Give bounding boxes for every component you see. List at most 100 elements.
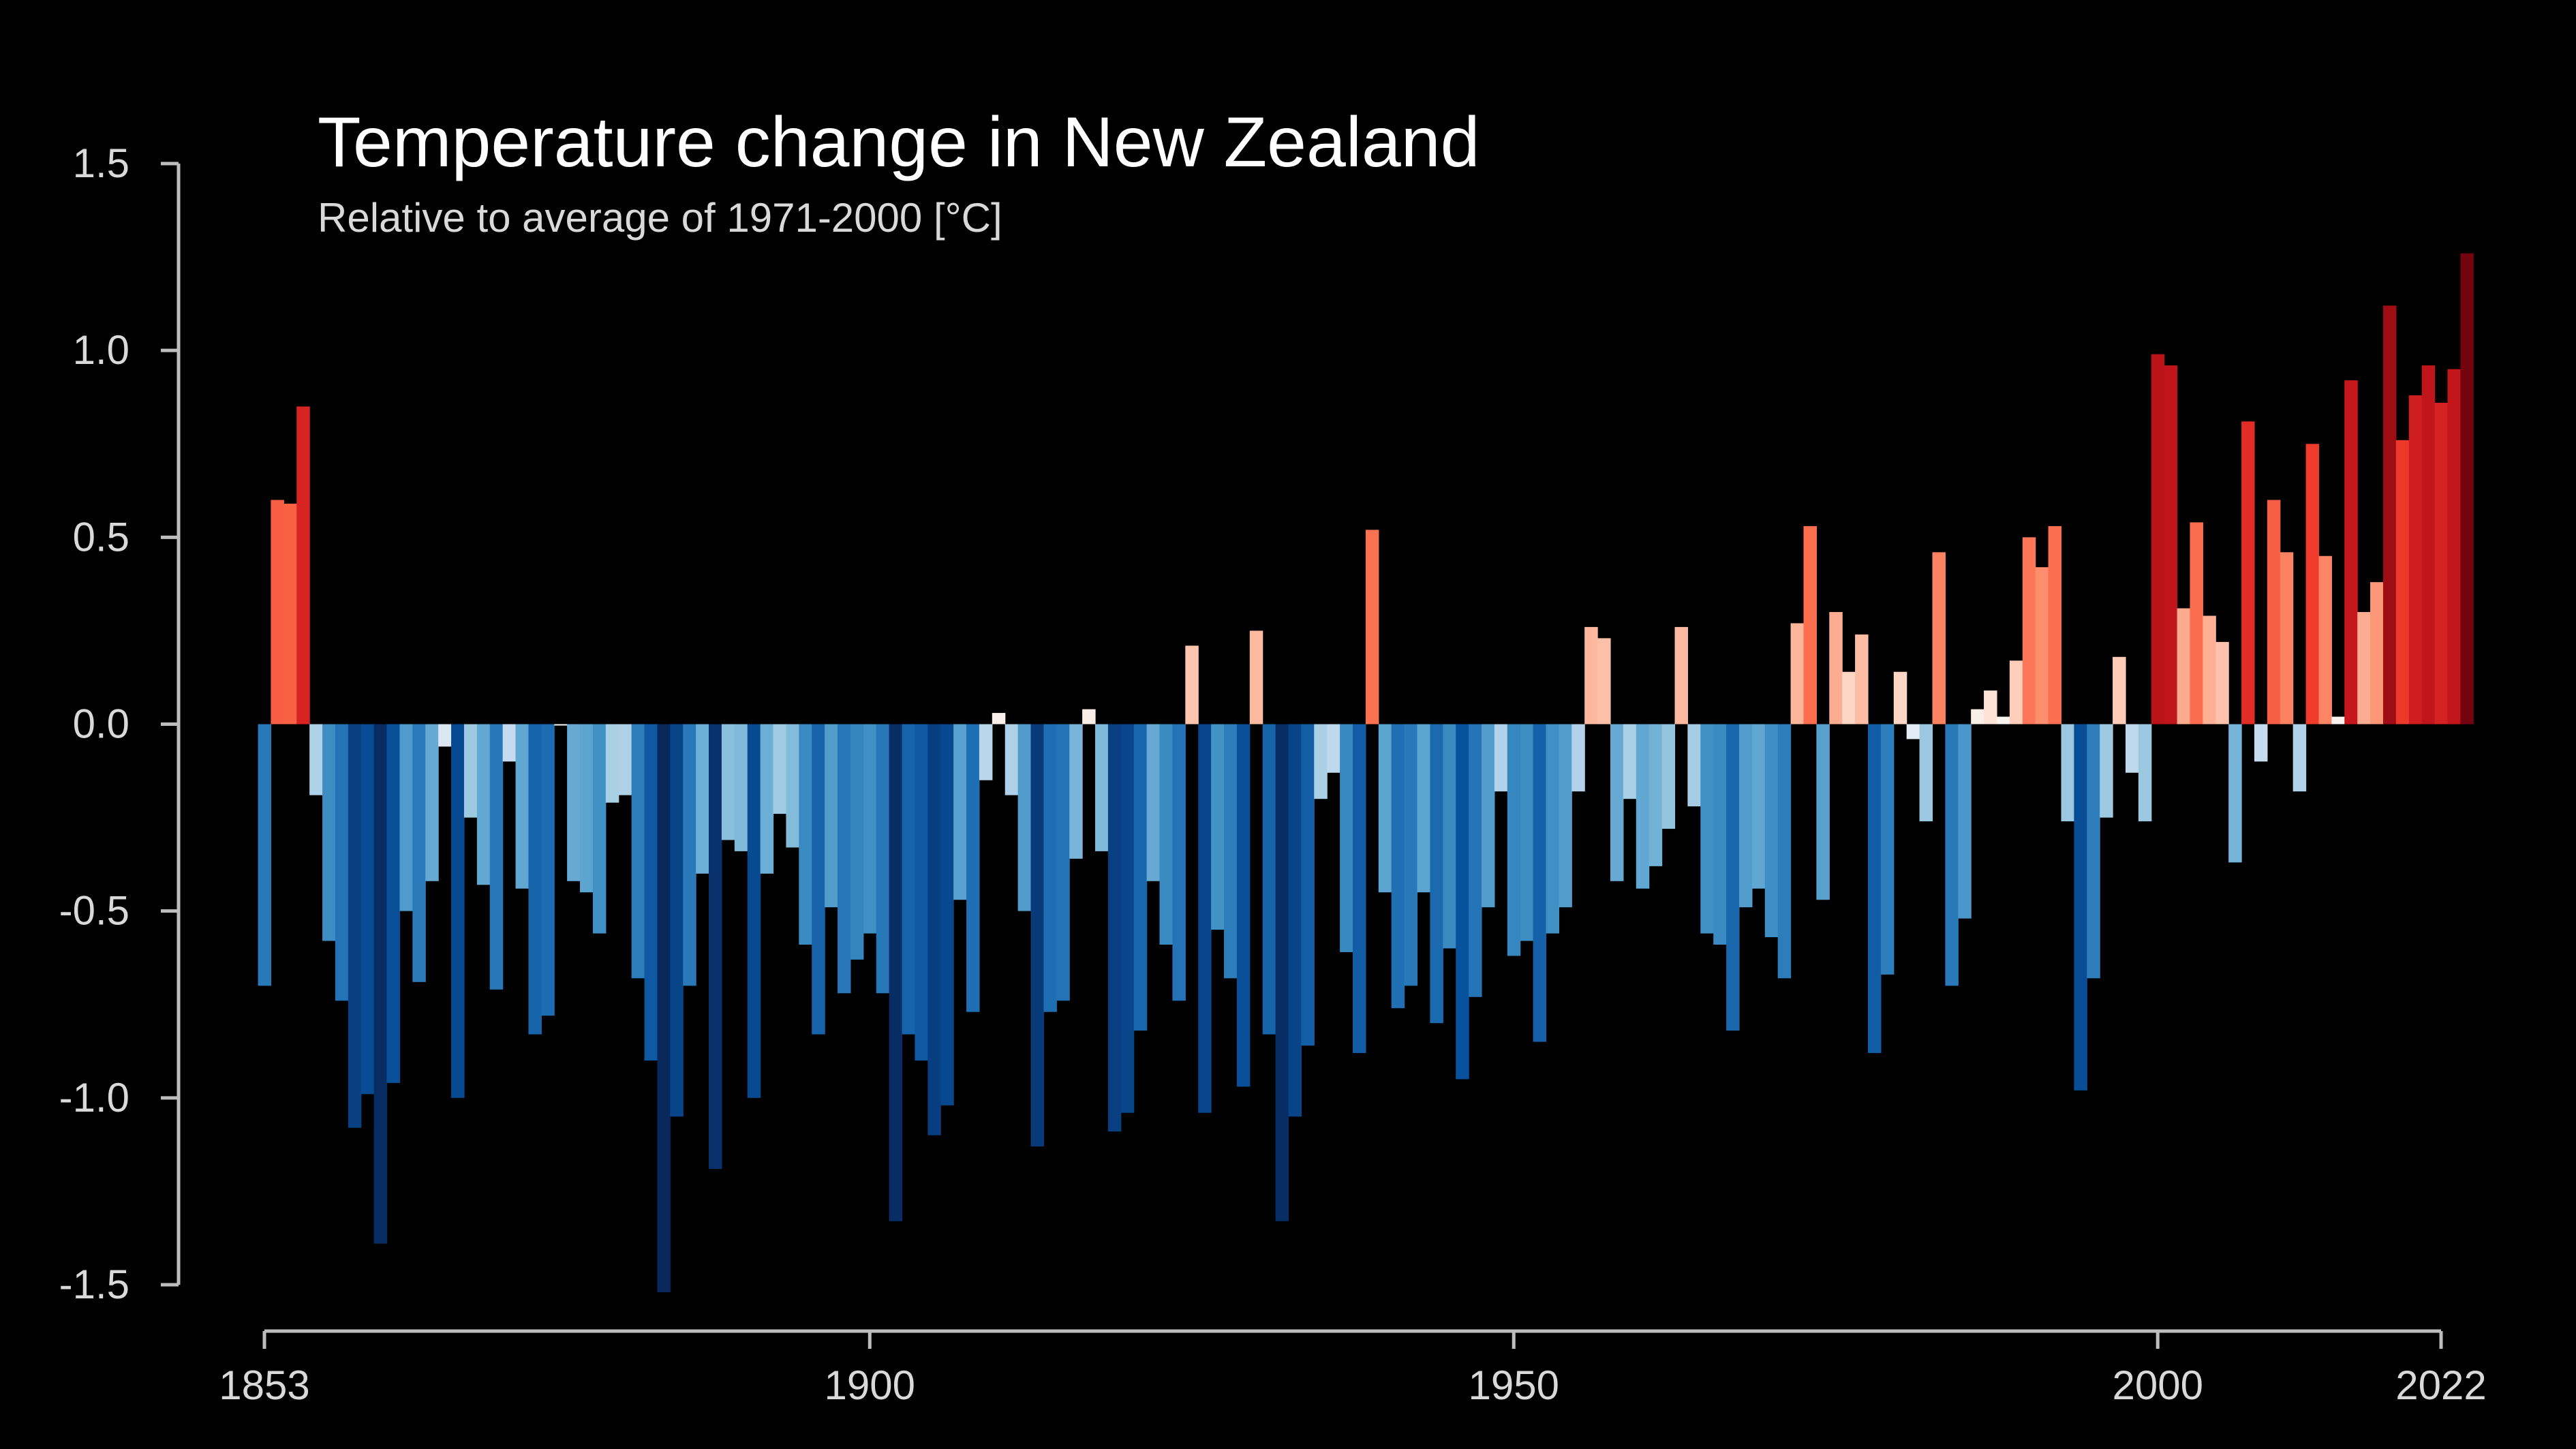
y-tick-label: 1.5 (73, 140, 129, 186)
y-tick-label: 0.0 (73, 701, 129, 747)
bar-1894 (786, 724, 799, 848)
chart-title: Temperature change in New Zealand (318, 103, 1480, 182)
bar-1990 (2022, 537, 2036, 724)
bar-1912 (1017, 724, 1032, 911)
bar-2014 (2331, 716, 2345, 724)
bar-1938 (1353, 724, 1366, 1054)
bar-2019 (2395, 440, 2410, 724)
bar-1932 (1275, 724, 1289, 1221)
bar-1946 (1456, 724, 1469, 1080)
bar-1993 (2061, 724, 2074, 822)
bar-1890 (734, 724, 748, 851)
bar-2006 (2228, 724, 2242, 863)
bar-1961 (1649, 724, 1663, 866)
bar-1924 (1172, 724, 1186, 1001)
bar-1949 (1494, 724, 1508, 792)
bar-1928 (1224, 724, 1238, 979)
bar-1983 (1932, 552, 1946, 724)
bar-1934 (1301, 724, 1315, 1046)
bar-1980 (1893, 671, 1907, 724)
bar-1888 (709, 724, 722, 1170)
bar-1874 (528, 724, 542, 1035)
bar-1940 (1378, 724, 1392, 893)
bar-1859 (335, 724, 349, 1001)
bar-1987 (1984, 690, 1997, 724)
bar-2004 (2203, 615, 2216, 724)
bar-1967 (1726, 724, 1740, 1031)
bar-2018 (2382, 305, 2397, 724)
bar-1963 (1674, 626, 1688, 724)
bar-1875 (541, 724, 555, 1016)
bar-2023 (2447, 369, 2461, 724)
bar-1909 (979, 724, 993, 780)
bar-1882 (631, 724, 645, 979)
bar-1970 (1764, 724, 1779, 938)
bar-1979 (1880, 724, 1895, 975)
bar-1991 (2035, 567, 2049, 724)
bar-1862 (373, 724, 388, 1244)
bar-1915 (1056, 724, 1070, 1001)
bar-1984 (1945, 724, 1959, 986)
bar-1939 (1365, 530, 1379, 724)
bar-2007 (2241, 421, 2255, 724)
bar-2010 (2280, 552, 2294, 724)
bar-2008 (2254, 724, 2268, 762)
bar-1988 (1996, 716, 2010, 724)
bar-2001 (2164, 365, 2178, 724)
bar-1927 (1211, 724, 1225, 930)
bar-1892 (760, 724, 774, 874)
bar-1965 (1700, 724, 1714, 934)
bar-1885 (670, 724, 684, 1117)
bar-1960 (1636, 724, 1650, 889)
bar-1923 (1159, 724, 1174, 945)
bar-2020 (2408, 395, 2423, 724)
bar-1880 (605, 724, 619, 803)
bar-1871 (489, 724, 504, 990)
bar-2005 (2215, 641, 2229, 724)
bar-2000 (2151, 354, 2165, 724)
bar-1884 (657, 724, 671, 1292)
y-tick-label: -1.0 (59, 1075, 129, 1120)
bar-1958 (1610, 724, 1624, 881)
bar-1936 (1327, 724, 1340, 773)
bar-1861 (361, 724, 375, 1095)
bar-2017 (2370, 582, 2384, 724)
chart-subtitle: Relative to average of 1971-2000 [°C] (318, 195, 1002, 241)
bar-1999 (2138, 724, 2152, 822)
bar-2011 (2293, 724, 2307, 792)
x-tick-label: 1853 (219, 1362, 309, 1408)
bar-2015 (2344, 380, 2358, 724)
bar-1916 (1069, 724, 1083, 859)
x-tick-label: 1950 (1469, 1362, 1559, 1408)
bar-1994 (2074, 724, 2087, 1090)
bar-2021 (2421, 365, 2436, 724)
bar-1972 (1790, 623, 1805, 724)
bar-1930 (1249, 630, 1263, 724)
bar-1929 (1236, 724, 1251, 1087)
bar-1855 (283, 503, 297, 724)
bar-2009 (2267, 500, 2281, 724)
bar-1879 (592, 724, 607, 934)
bar-1992 (2048, 525, 2062, 724)
bar-1951 (1520, 724, 1534, 941)
bar-1926 (1198, 724, 1212, 1113)
bar-1898 (838, 724, 851, 994)
bar-1989 (2009, 660, 2023, 724)
bar-1853 (258, 724, 272, 986)
bar-1998 (2125, 724, 2139, 773)
bar-1943 (1417, 724, 1430, 893)
bar-1901 (876, 724, 890, 994)
bar-1913 (1030, 724, 1045, 1147)
bar-1986 (1971, 709, 1984, 724)
bar-1931 (1262, 724, 1276, 1035)
y-tick-label: -1.5 (59, 1262, 129, 1307)
bar-1955 (1571, 724, 1585, 792)
bar-1876 (554, 724, 568, 726)
bar-1858 (322, 724, 336, 941)
bar-1996 (2100, 724, 2113, 818)
bar-1981 (1906, 724, 1920, 739)
bar-1886 (683, 724, 696, 986)
bar-1976 (1842, 671, 1856, 724)
bar-1917 (1082, 709, 1096, 724)
